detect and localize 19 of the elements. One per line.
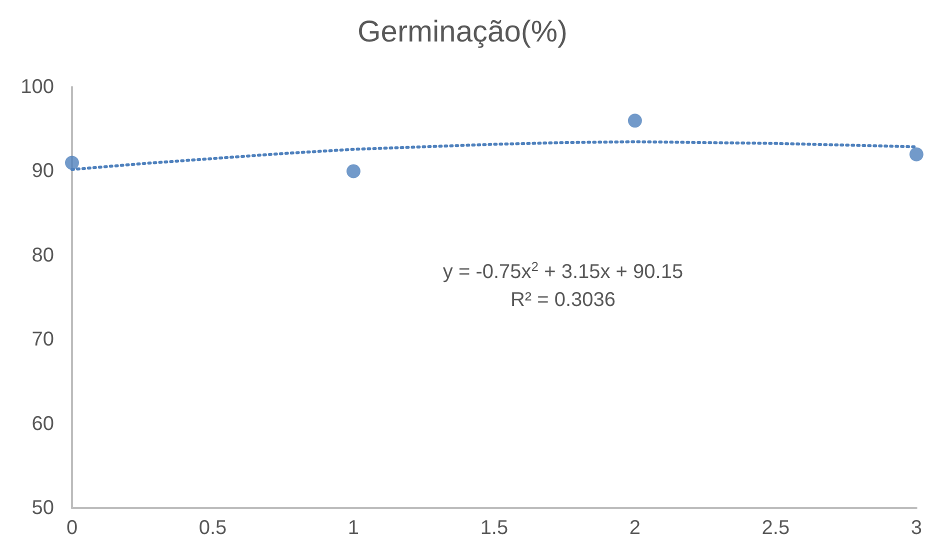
annotation: R² = 0.3036 [510,289,616,311]
x-tick-label: 2 [629,517,641,539]
y-tick-label: 70 [32,328,54,351]
y-tick-label: 60 [32,412,54,435]
point [909,147,924,162]
x-tick-label: 0 [66,517,78,539]
y-tick-label: 80 [32,244,54,266]
x-tick-label: 0.5 [198,517,227,539]
chart-title: Germinação(%) [357,16,568,48]
point [65,156,79,170]
y-tick-label: 100 [20,76,54,98]
y-tick-label: 50 [32,497,54,519]
x-tick-label: 1 [348,517,360,539]
y-tick-label: 90 [32,160,54,182]
x-tick-label: 2.5 [762,517,790,539]
x-tick-label: 1.5 [480,517,508,539]
point [346,164,360,178]
x-tick-label: 3 [910,517,922,539]
point [628,114,642,128]
